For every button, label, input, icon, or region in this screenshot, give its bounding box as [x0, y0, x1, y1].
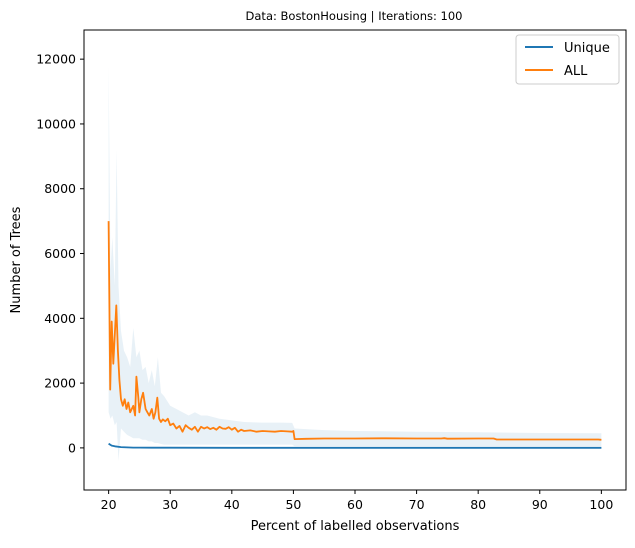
x-tick-label: 70: [409, 497, 425, 512]
x-tick-label: 50: [285, 497, 301, 512]
confidence-band: [108, 65, 602, 461]
y-axis-label: Number of Trees: [9, 206, 24, 313]
y-tick-label: 12000: [36, 52, 76, 67]
x-tick-label: 100: [589, 497, 613, 512]
series-line-unique: [108, 442, 602, 449]
x-tick-label: 80: [470, 497, 486, 512]
x-tick-label: 30: [162, 497, 178, 512]
y-tick-label: 4000: [44, 311, 76, 326]
x-tick-label: 90: [532, 497, 548, 512]
chart-title: Data: BostonHousing | Iterations: 100: [246, 9, 463, 23]
y-tick-label: 2000: [44, 376, 76, 391]
y-axis: 0 2000 4000 6000 8000 10000 12000: [36, 52, 84, 455]
series-line-all: [107, 221, 602, 441]
x-tick-label: 40: [224, 497, 240, 512]
y-tick-label: 8000: [44, 181, 76, 196]
legend: Unique ALL: [515, 34, 620, 85]
y-tick-label: 6000: [44, 246, 76, 261]
legend-label-all: ALL: [564, 64, 588, 79]
x-axis-label: Percent of labelled observations: [251, 519, 460, 534]
x-axis: 20 30 40 50 60 70 80 90 100: [101, 490, 613, 512]
x-tick-label: 60: [347, 497, 363, 512]
x-tick-label: 20: [101, 497, 117, 512]
y-tick-label: 10000: [36, 116, 76, 131]
y-tick-label: 0: [68, 440, 76, 455]
plot-area: [107, 65, 602, 461]
legend-label-unique: Unique: [564, 41, 610, 56]
